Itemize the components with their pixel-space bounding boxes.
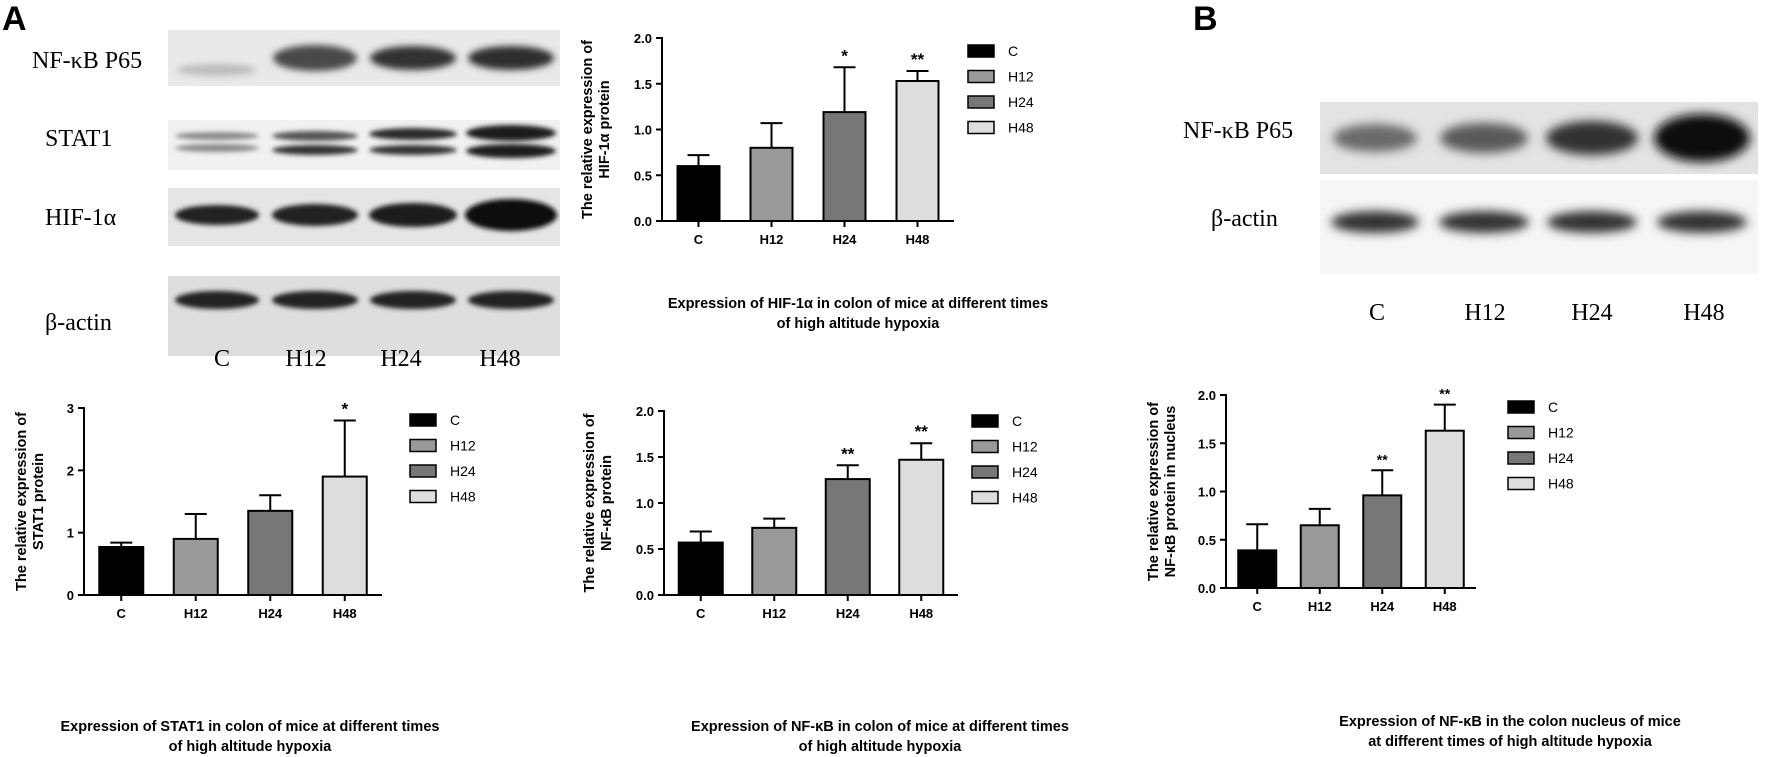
bar-h24 [822, 111, 867, 222]
y-tick-label: 1.0 [634, 123, 652, 138]
blot-b-image [1320, 102, 1758, 274]
x-tick-label: H24 [833, 232, 858, 247]
nfkb-nucleus-chart-caption: Expression of NF-κB in the colon nucleus… [1270, 712, 1750, 752]
blot-a-lane-label: H12 [285, 346, 327, 372]
legend-swatch [967, 120, 995, 135]
caption-line: of high altitude hypoxia [168, 739, 332, 755]
blot-a-row-label-hif: HIF-1α [45, 205, 117, 231]
blot-a-lane-label: C [213, 346, 230, 372]
legend-label: H48 [1008, 120, 1034, 136]
x-tick-label: H12 [760, 232, 784, 247]
stat1-chart-caption: Expression of STAT1 in colon of mice at … [0, 717, 500, 757]
legend-label: H24 [1008, 94, 1034, 110]
blot-a-row-label-nfkb: NF-κB P65 [32, 48, 143, 74]
caption-line: at different times of high altitude hypo… [1368, 734, 1652, 750]
blot-b-lane-label: H24 [1571, 300, 1613, 326]
significance-marker: * [841, 46, 848, 65]
nfkb-chart-caption: Expression of NF-κB in colon of mice at … [630, 717, 1130, 757]
blot-a-row-label-stat1: STAT1 [45, 126, 113, 152]
bar-c [676, 165, 721, 223]
blot-b-row-label-actin: β-actin [1211, 206, 1278, 232]
blot-a-image [168, 30, 560, 356]
blot-b-lane-label: H12 [1464, 300, 1506, 326]
significance-marker: ** [911, 50, 925, 69]
y-axis-label: HIF-1α protein [597, 80, 613, 178]
caption-line: of high altitude hypoxia [798, 739, 962, 755]
blot-a-lane-label: H48 [479, 346, 521, 372]
x-tick-label: C [694, 232, 704, 247]
blot-a-lane-label: H24 [380, 346, 422, 372]
panel-letter-a: A [2, 0, 27, 38]
legend-swatch [967, 69, 995, 84]
legend-label: H12 [1008, 69, 1034, 85]
caption-line: Expression of HIF-1α in colon of mice at… [667, 296, 1049, 312]
y-tick-label: 2.0 [634, 31, 652, 46]
y-tick-label: 0.0 [634, 214, 652, 229]
blot-b-row-label-nfkb: NF-κB P65 [1183, 118, 1294, 144]
caption-line: Expression of NF-κB in the colon nucleus… [1339, 714, 1681, 730]
legend-swatch [967, 44, 995, 58]
y-tick-label: 0.5 [634, 168, 652, 183]
hif1a-chart-caption: Expression of HIF-1α in colon of mice at… [598, 294, 1118, 334]
caption-line: Expression of NF-κB in colon of mice at … [691, 719, 1069, 735]
panel-letter-b: B [1193, 0, 1218, 38]
blot-b-lane-label: H48 [1683, 300, 1725, 326]
blot-b-lane-label: C [1368, 300, 1385, 326]
x-tick-label: H48 [906, 232, 930, 247]
y-tick-label: 1.5 [634, 77, 652, 92]
caption-line: of high altitude hypoxia [776, 316, 940, 332]
caption-line: Expression of STAT1 in colon of mice at … [60, 719, 440, 735]
y-axis-label: The relative expression of [580, 40, 596, 219]
bar-h12 [749, 146, 794, 222]
bar-h48 [895, 80, 940, 222]
legend-swatch [967, 95, 995, 109]
blot-a-row-label-actin: β-actin [45, 310, 112, 336]
legend-label: C [1008, 43, 1018, 59]
